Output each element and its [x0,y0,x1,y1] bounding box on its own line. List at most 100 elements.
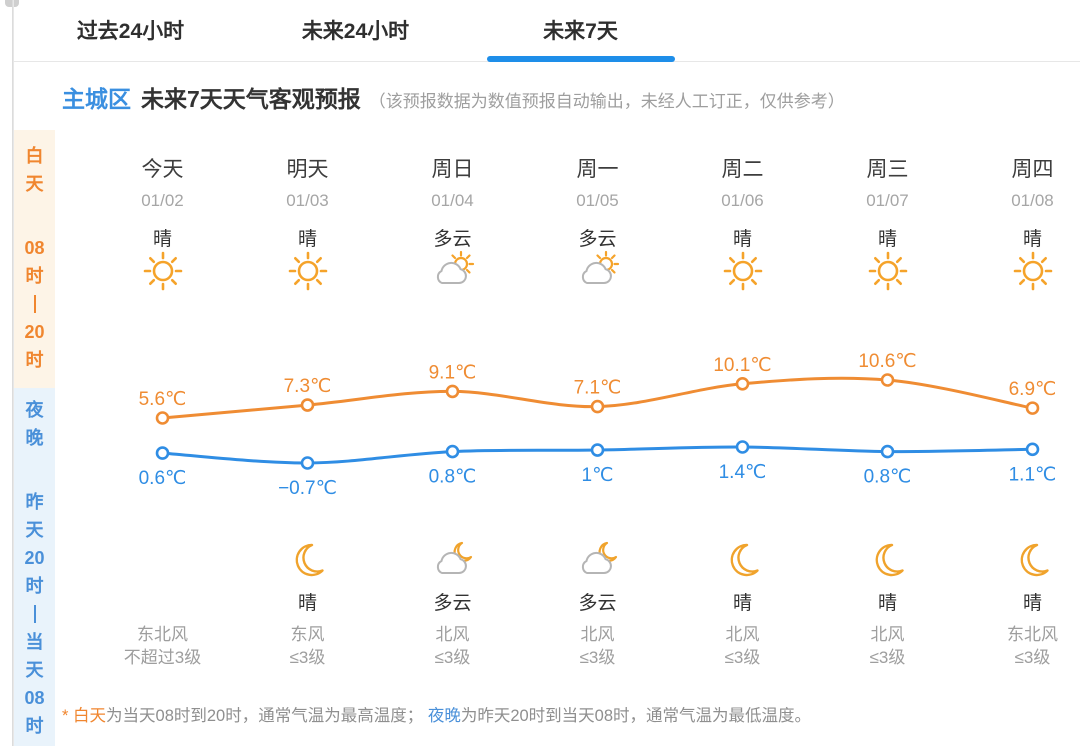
sun-icon [866,249,910,293]
high-temp-point [590,399,605,414]
high-temp-label: 10.1℃ [713,355,771,376]
night-condition: 多云 [578,593,617,614]
daytime-strip: 白天 08 时 20 时 [14,130,55,388]
left-edge-divider [12,0,14,746]
low-temp-point [735,440,750,454]
low-temp-point [155,446,170,460]
temperature-chart: 5.6℃ 7.3℃ 9.1℃ 7.1℃ 10.1℃ 10.6℃ 6.9℃ 0.6℃ −0.7℃ 0… [139,351,1057,499]
low-temp-label: 0.6℃ [139,468,187,489]
day-name: 周日 [431,158,474,181]
wind-forecast: 东风 ≤3级 [289,625,326,667]
forecast-grid: 今天 01/02 晴东北风 不超过3级 明天 01/03 晴晴东风 ≤3级 周日 01/04 多云多… [90,0,1080,746]
footnote-segment: 为当天08时到20时，通常气温为最高温度； [106,707,428,725]
wind-forecast: 东北风 ≤3级 [1007,625,1058,667]
high-temp-label: 7.3℃ [284,376,332,397]
day-name: 周三 [866,158,909,181]
day-name: 周四 [1011,158,1054,181]
high-temp-point [445,384,460,399]
wind-forecast: 北风 ≤3级 [434,625,471,667]
high-temp-label: 6.9℃ [1009,379,1057,400]
cloud-sun-icon [576,249,620,293]
day-condition: 晴 [1022,229,1042,250]
low-temp-label: 0.8℃ [864,467,912,488]
day-condition: 晴 [732,229,752,250]
day-condition: 晴 [297,229,317,250]
forecast-column: 周二 01/06 晴晴北风 ≤3级 [670,0,815,746]
high-temp-point [155,411,170,425]
wind-forecast: 北风 ≤3级 [869,625,906,667]
moon-icon [866,539,910,583]
low-temp-point [590,443,605,457]
footnote-segment: 为昨天20时到当天08时，通常气温为最低温度。 [460,707,812,725]
wind-forecast: 北风 ≤3级 [724,625,761,667]
night-strip: 夜晚昨天 20 时当天 08 时 [14,388,55,746]
high-temp-label: 9.1℃ [429,362,477,383]
high-temp-point [1025,401,1040,415]
day-name: 周二 [721,158,764,181]
low-temp-point [445,444,460,459]
sun-icon [1011,249,1055,293]
day-condition: 多云 [433,229,472,250]
night-condition: 多云 [433,593,472,614]
sun-icon [141,249,185,293]
day-name: 今天 [141,158,184,181]
high-temp-label: 7.1℃ [574,378,622,399]
wind-forecast: 北风 ≤3级 [579,625,616,667]
low-temp-point [880,444,895,459]
high-temp-point [880,373,895,387]
date-label: 01/08 [1011,191,1054,210]
footnote-segment: 白天 [73,707,107,725]
day-condition: 多云 [578,229,617,250]
high-temp-label: 5.6℃ [139,389,187,410]
date-label: 01/03 [286,191,329,210]
day-name: 明天 [286,158,329,181]
footnote-segment: * [62,707,74,725]
low-temp-label: 0.8℃ [429,467,477,488]
date-label: 01/05 [576,191,619,210]
wind-forecast: 东北风 不超过3级 [123,625,202,667]
forecast-column: 周三 01/07 晴晴北风 ≤3级 [815,0,960,746]
low-temp-label: −0.7℃ [278,478,337,499]
day-condition: 晴 [152,229,172,250]
forecast-column: 明天 01/03 晴晴东风 ≤3级 [235,0,380,746]
forecast-column: 今天 01/02 晴东北风 不超过3级 [90,0,235,746]
low-temp-label: 1.1℃ [1009,464,1057,485]
tab-past-24h[interactable]: 过去24小时 [76,20,185,43]
sun-icon [286,249,330,293]
day-condition: 晴 [877,229,897,250]
tab-next-7days[interactable]: 未来7天 [468,15,693,61]
high-temp-label: 10.6℃ [858,351,916,372]
date-label: 01/02 [141,191,184,210]
date-label: 01/06 [721,191,764,210]
night-condition: 晴 [1022,593,1042,614]
day-name: 周一 [576,158,619,181]
disclaimer-note: （该预报数据为数值预报自动输出，未经人工订正，仅供参考） [368,92,845,111]
cloud-sun-icon [431,249,475,293]
forecast-column: 周日 01/04 多云 多云 北风 ≤3级 [380,0,525,746]
low-temp-point [1025,442,1040,457]
forecast-column: 周一 01/05 多云 多云 北风 ≤3级 [525,0,670,746]
region-label: 主城区 [62,86,131,112]
low-temp-point [300,456,315,470]
page-title: 未来7天天气客观预报 [141,86,361,112]
moon-icon [721,539,765,583]
low-temp-label: 1℃ [582,465,614,486]
night-condition: 晴 [297,593,317,614]
footnote-segment: 夜晚 [427,707,461,725]
tab-bar: 过去24小时 未来24小时 未来7天 [14,0,1080,62]
low-temp-label: 1.4℃ [719,462,767,483]
night-condition: 晴 [877,593,897,614]
night-strip-text: 夜晚昨天 20 时当天 08 时 [24,400,45,736]
date-label: 01/04 [431,191,474,210]
daytime-strip-text: 白天 08 时 20 时 [24,146,45,370]
tab-next-24h[interactable]: 未来24小时 [301,20,410,43]
cloud-moon-icon [431,539,475,583]
moon-icon [286,539,330,583]
sun-icon [721,249,765,293]
high-temp-point [300,398,315,412]
night-condition: 晴 [732,593,752,614]
forecast-column: 周四 01/08 晴晴东北风 ≤3级 [960,0,1080,746]
high-temp-point [735,376,750,391]
page-header: 主城区 未来7天天气客观预报 （该预报数据为数值预报自动输出，未经人工订正，仅供… [62,80,845,114]
